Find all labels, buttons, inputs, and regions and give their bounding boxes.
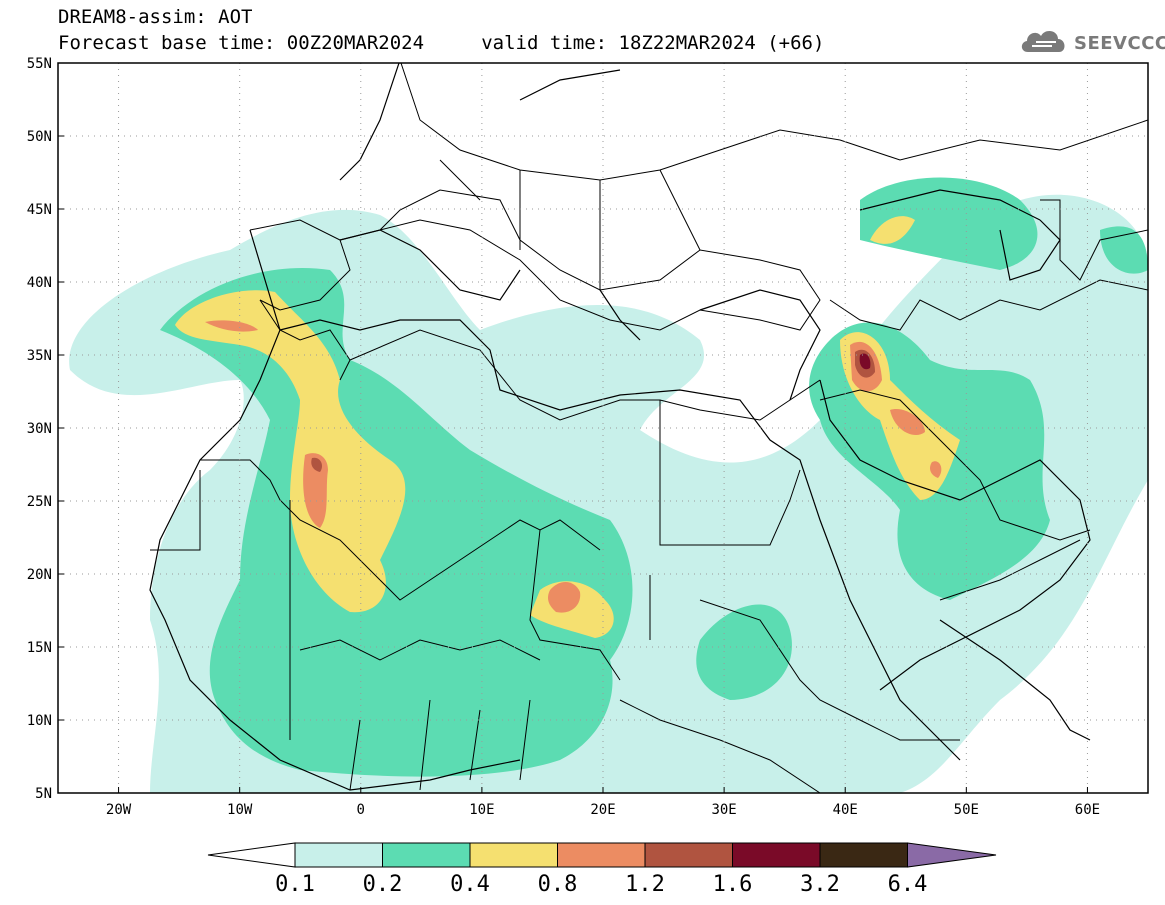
lat-tick-label: 30N (27, 421, 52, 437)
brand-logo: SEEVCCC (1018, 26, 1165, 60)
lat-tick-label: 35N (27, 348, 52, 364)
lon-tick-label: 60E (1075, 802, 1100, 818)
lat-tick-label: 40N (27, 275, 52, 291)
coastlines (149, 63, 1091, 791)
aot-layer-1-6 (859, 353, 871, 370)
colorbar-label: 1.2 (625, 872, 665, 897)
colorbar-swatch (557, 842, 646, 868)
forecast-time-line: Forecast base time: 00Z20MAR2024 valid t… (58, 32, 825, 54)
colorbar-swatch (819, 842, 908, 868)
lon-tick-label: 30E (711, 802, 736, 818)
lat-tick-label: 10N (27, 713, 52, 729)
colorbar-label: 0.1 (275, 872, 315, 897)
colorbar-under-triangle (207, 842, 296, 868)
lon-tick-label: 50E (954, 802, 979, 818)
lon-tick-label: 10E (469, 802, 494, 818)
colorbar-swatch (469, 842, 558, 868)
lat-tick-label: 50N (27, 129, 52, 145)
map-title: DREAM8-assim: AOT (58, 6, 253, 28)
lon-tick-label: 0 (357, 802, 365, 818)
lat-tick-label: 20N (27, 567, 52, 583)
brand-name: SEEVCCC (1074, 32, 1165, 54)
colorbar-label: 3.2 (800, 872, 840, 897)
colorbar-swatch (644, 842, 733, 868)
lat-tick-label: 5N (35, 786, 52, 802)
colorbar-label: 0.8 (538, 872, 578, 897)
colorbar-label: 1.6 (713, 872, 753, 897)
colorbar-label: 6.4 (888, 872, 928, 897)
latitude-axis: 55N 50N 45N 40N 35N 30N 25N 20N 15N 10N 5N (27, 56, 64, 802)
colorbar-label: 0.4 (450, 872, 490, 897)
country-borders (150, 63, 1148, 793)
lon-tick-label: 10W (227, 802, 253, 818)
lon-tick-label: 20E (590, 802, 615, 818)
colorbar-over-triangle (907, 842, 997, 868)
colorbar-swatch (294, 842, 383, 868)
colorbar-swatch (382, 842, 471, 868)
cloud-logo-icon (1018, 26, 1070, 60)
lat-tick-label: 45N (27, 202, 52, 218)
longitude-axis: 20W 10W 0 10E 20E 30E 40E 50E 60E (106, 787, 1100, 818)
lat-tick-label: 25N (27, 494, 52, 510)
lon-tick-label: 40E (833, 802, 858, 818)
lat-tick-label: 15N (27, 640, 52, 656)
lon-tick-label: 20W (106, 802, 132, 818)
colorbar-swatch (732, 842, 821, 868)
lat-tick-label: 55N (27, 56, 52, 72)
colorbar-label: 0.2 (363, 872, 403, 897)
aot-field (69, 177, 1148, 793)
colorbar: 0.1 0.2 0.4 0.8 1.2 1.6 3.2 6.4 (207, 842, 997, 897)
